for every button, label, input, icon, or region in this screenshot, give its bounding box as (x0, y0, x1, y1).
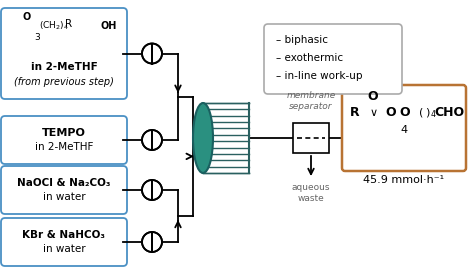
Polygon shape (152, 180, 162, 200)
Text: O: O (368, 89, 378, 103)
Text: NaOCl & Na₂CO₃: NaOCl & Na₂CO₃ (17, 178, 111, 188)
Text: in 2-MeTHF: in 2-MeTHF (35, 142, 93, 152)
Text: (from previous step): (from previous step) (14, 77, 114, 87)
Text: aqueous
waste: aqueous waste (292, 183, 330, 203)
Circle shape (142, 180, 162, 200)
Text: 4: 4 (401, 125, 408, 135)
Text: O: O (23, 12, 31, 22)
FancyBboxPatch shape (1, 8, 127, 99)
Text: $\mathsf{\vee}$: $\mathsf{\vee}$ (369, 108, 377, 119)
FancyBboxPatch shape (264, 24, 402, 94)
Text: in water: in water (43, 192, 85, 202)
Text: R: R (65, 19, 72, 29)
Polygon shape (152, 232, 162, 252)
Text: CHO: CHO (434, 106, 464, 120)
Text: O: O (386, 106, 396, 120)
Text: – in-line work-up: – in-line work-up (276, 71, 363, 81)
Bar (293, 123, 329, 153)
Text: $\mathdefault{(\ )_4}$: $\mathdefault{(\ )_4}$ (418, 106, 437, 120)
Text: – exothermic: – exothermic (276, 53, 343, 63)
Text: 3: 3 (34, 34, 40, 43)
Text: in 2-MeTHF: in 2-MeTHF (31, 62, 97, 72)
Text: $\mathdefault{(CH_2)_4}$: $\mathdefault{(CH_2)_4}$ (39, 20, 69, 32)
FancyBboxPatch shape (1, 218, 127, 266)
Circle shape (142, 43, 162, 64)
Circle shape (142, 130, 162, 150)
Circle shape (142, 232, 162, 252)
Text: KBr & NaHCO₃: KBr & NaHCO₃ (22, 230, 106, 240)
Ellipse shape (193, 103, 213, 173)
Text: TEMPO: TEMPO (42, 128, 86, 138)
Text: membrane
separator: membrane separator (286, 91, 336, 111)
Bar (203, 103, 250, 173)
Polygon shape (152, 43, 162, 64)
Text: R: R (350, 106, 360, 120)
FancyBboxPatch shape (342, 85, 466, 171)
Text: in water: in water (43, 244, 85, 254)
Text: – biphasic: – biphasic (276, 35, 328, 45)
FancyBboxPatch shape (1, 116, 127, 164)
Polygon shape (152, 130, 162, 150)
Text: OH: OH (101, 21, 117, 31)
Text: O: O (400, 106, 410, 120)
FancyBboxPatch shape (1, 166, 127, 214)
Text: 45.9 mmol·h⁻¹: 45.9 mmol·h⁻¹ (364, 175, 445, 185)
